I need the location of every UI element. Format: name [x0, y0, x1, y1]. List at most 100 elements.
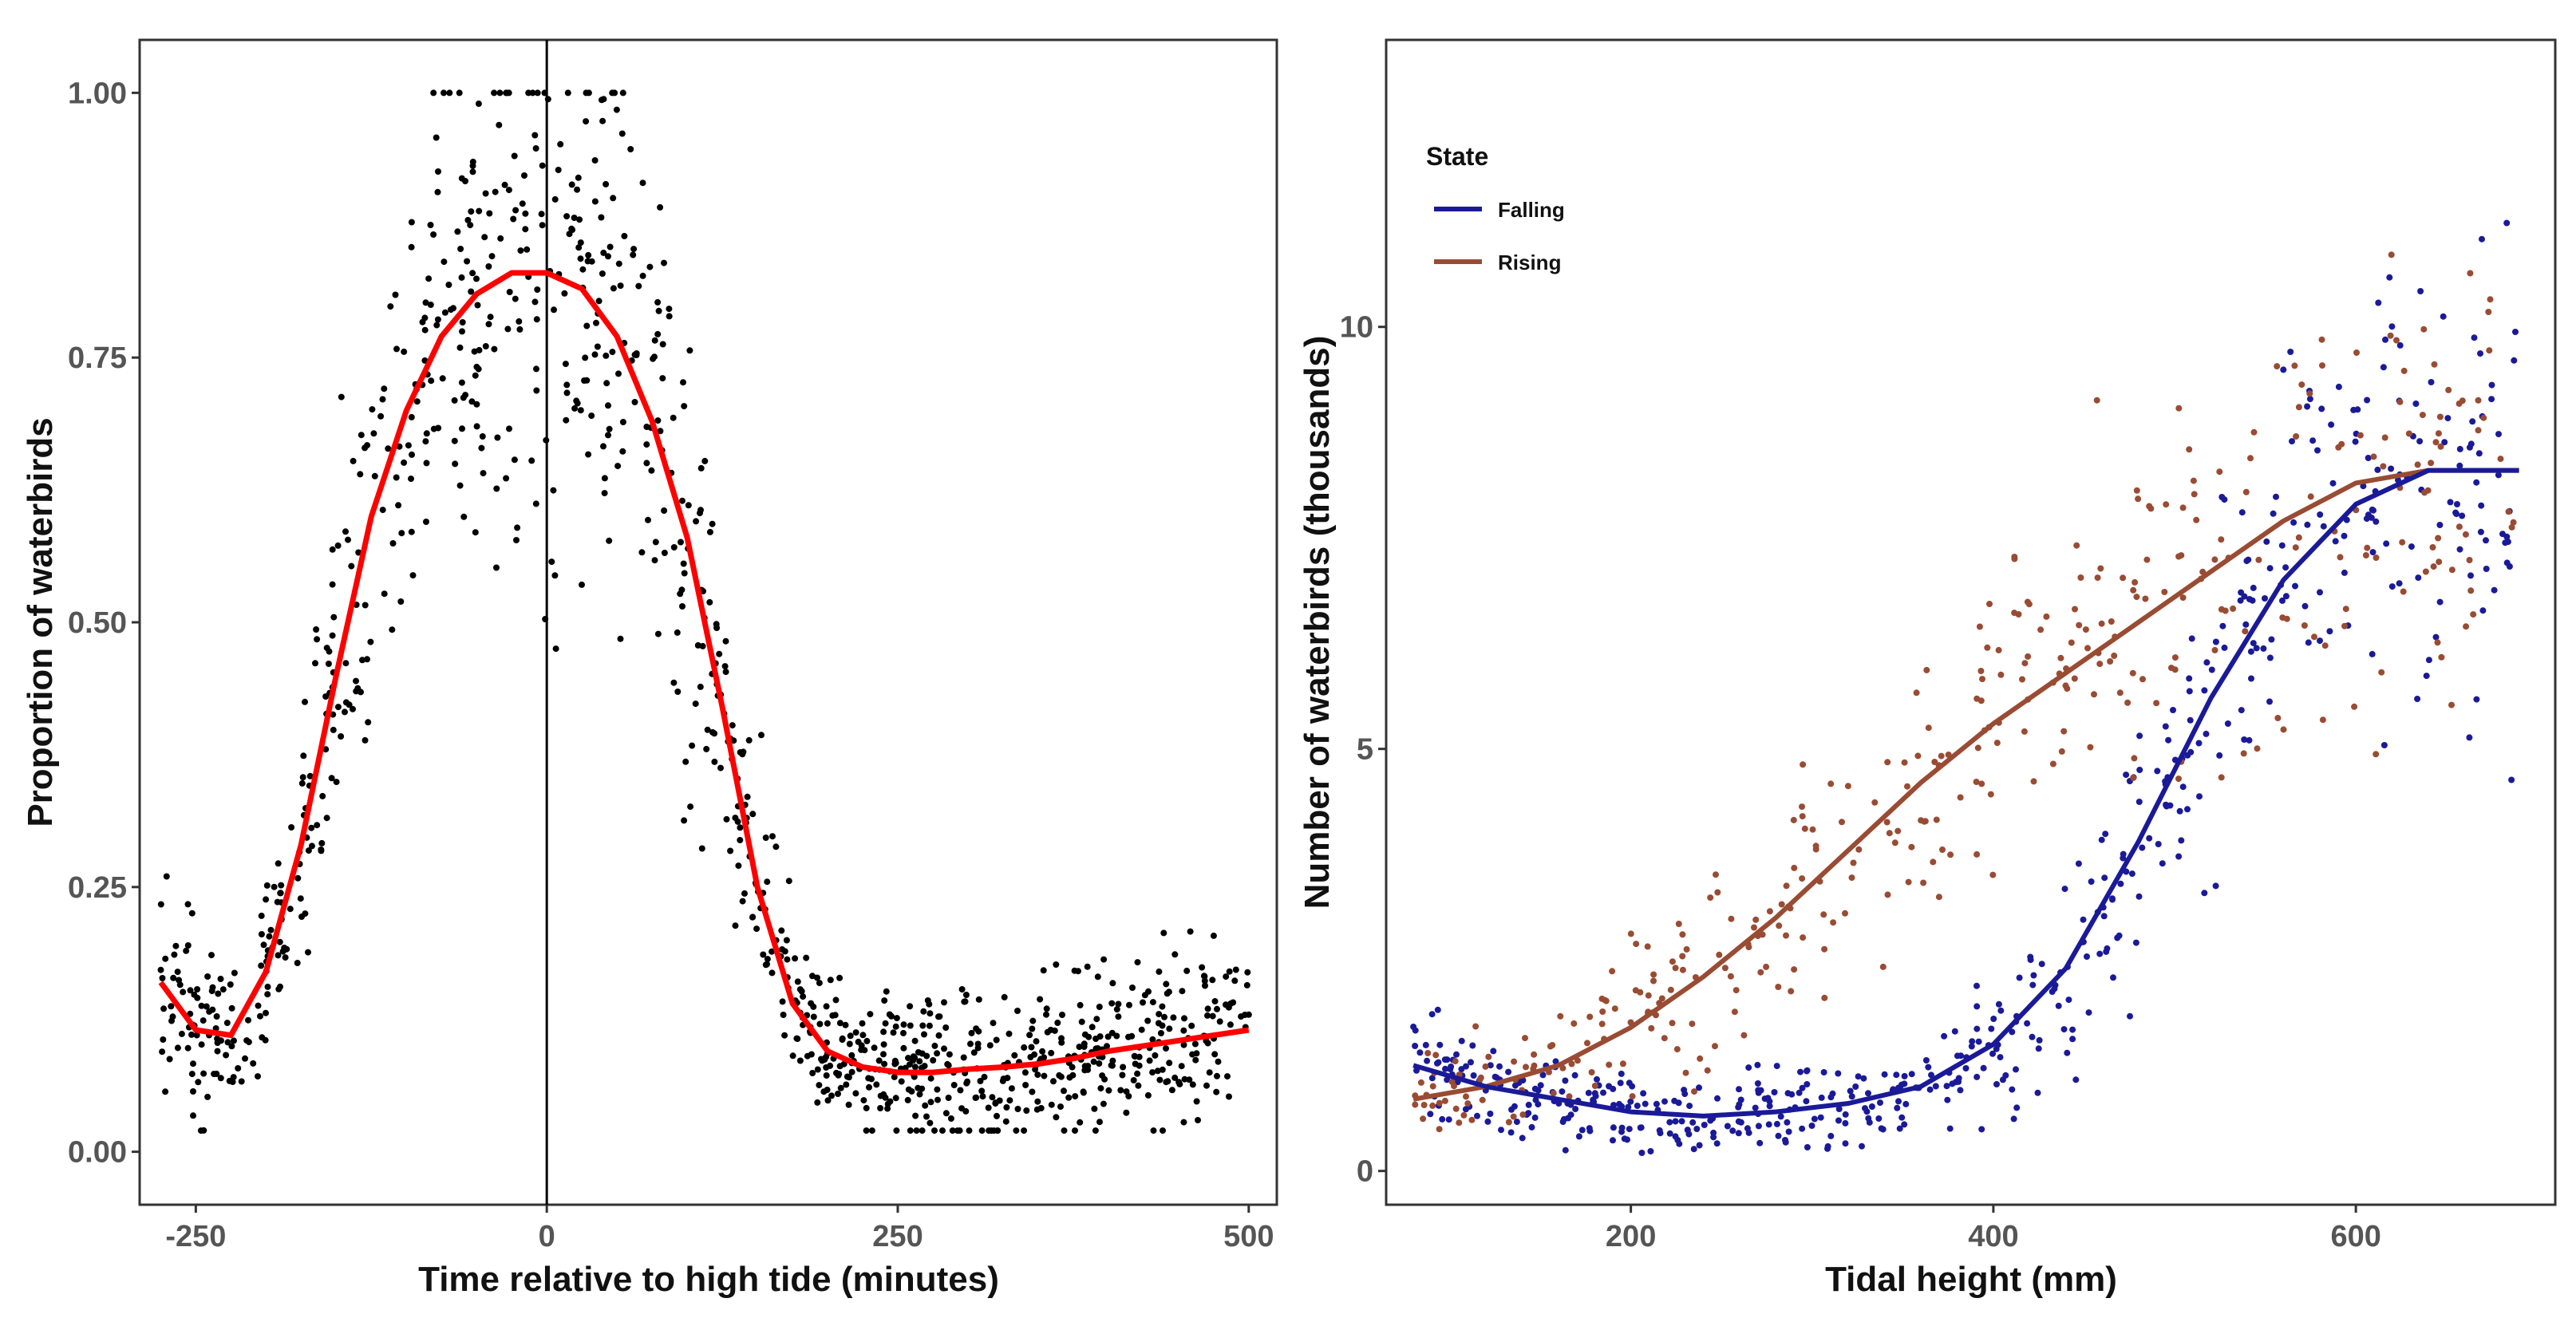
- right-data-point-falling: [2326, 628, 2333, 635]
- left-data-point: [808, 1000, 815, 1007]
- right-data-point-falling: [1932, 1083, 1939, 1090]
- left-data-point: [1096, 1060, 1103, 1067]
- left-data-point: [823, 1072, 830, 1079]
- right-data-point-rising: [1913, 689, 1920, 697]
- left-data-point: [170, 974, 177, 981]
- left-data-point: [1014, 1106, 1021, 1112]
- left-data-point: [1192, 1056, 1199, 1064]
- left-data-point: [423, 430, 430, 437]
- right-data-point-falling: [1693, 1126, 1701, 1132]
- right-data-point-rising: [2342, 606, 2349, 613]
- left-data-point: [1159, 1066, 1166, 1073]
- right-data-point-falling: [2154, 768, 2161, 775]
- left-data-point: [326, 648, 333, 655]
- right-data-point-rising: [2108, 618, 2115, 625]
- left-data-point: [503, 475, 510, 482]
- right-data-point-rising: [2124, 699, 2132, 706]
- left-data-point: [451, 397, 458, 404]
- left-data-point: [793, 1035, 800, 1042]
- right-data-point-falling: [1661, 1098, 1668, 1105]
- right-data-point-falling: [1951, 1028, 1958, 1035]
- right-data-point-rising: [1669, 958, 1676, 965]
- left-data-point: [577, 255, 584, 262]
- left-data-point: [762, 835, 769, 841]
- left-x-tick-label: 250: [872, 1220, 923, 1253]
- left-data-point: [427, 302, 434, 308]
- right-data-point-rising: [1776, 922, 1783, 929]
- left-data-point: [401, 348, 408, 355]
- right-data-point-rising: [2486, 347, 2493, 354]
- right-data-point-falling: [1714, 1095, 1721, 1102]
- left-data-point: [679, 603, 685, 610]
- left-data-point: [571, 215, 578, 221]
- right-data-point-falling: [1617, 1079, 1624, 1087]
- left-data-point: [501, 181, 508, 188]
- right-data-point-falling: [2444, 415, 2452, 422]
- left-data-point: [1061, 1127, 1068, 1135]
- right-data-point-rising: [2306, 390, 2313, 397]
- right-data-point-falling: [2369, 650, 2376, 657]
- right-data-point-rising: [2021, 728, 2028, 735]
- right-data-point-falling: [1519, 1135, 1526, 1142]
- right-data-point-rising: [1477, 1074, 1484, 1081]
- right-data-point-falling: [2268, 636, 2275, 643]
- left-data-point: [298, 779, 306, 787]
- right-data-point-falling: [1827, 1132, 1835, 1139]
- left-data-point: [532, 500, 539, 507]
- right-data-point-rising: [2480, 414, 2487, 421]
- left-data-point: [654, 417, 662, 424]
- left-data-point: [334, 542, 342, 549]
- left-data-point: [474, 302, 481, 309]
- left-data-point: [723, 815, 730, 823]
- right-data-point-rising: [2171, 654, 2179, 661]
- left-data-point: [171, 951, 178, 958]
- left-data-point: [911, 1037, 919, 1044]
- right-data-point-rising: [1989, 871, 1997, 878]
- right-data-point-falling: [1562, 1077, 1569, 1084]
- left-data-point: [1057, 1073, 1065, 1080]
- left-data-point: [193, 1032, 200, 1039]
- right-data-point-falling: [2352, 438, 2359, 445]
- left-data-point: [522, 226, 529, 233]
- right-data-point-falling: [1618, 1124, 1626, 1131]
- left-data-point: [912, 1112, 919, 1119]
- left-data-point: [1227, 1021, 1234, 1028]
- left-data-point: [1105, 1087, 1112, 1094]
- left-data-point: [1099, 1072, 1106, 1079]
- right-data-point-falling: [1690, 1146, 1697, 1153]
- right-data-point-falling: [1525, 1101, 1532, 1108]
- left-data-point: [753, 925, 761, 933]
- right-data-point-falling: [1416, 1049, 1424, 1056]
- right-data-point-rising: [2116, 689, 2124, 697]
- right-data-point-rising: [1799, 803, 1805, 811]
- right-data-point-falling: [2354, 406, 2361, 413]
- right-data-point-rising: [1586, 1013, 1594, 1020]
- left-data-point: [941, 999, 947, 1006]
- right-data-point-falling: [2136, 732, 2143, 740]
- right-data-point-rising: [1658, 995, 1665, 1002]
- left-data-point: [836, 1020, 844, 1027]
- left-data-point: [319, 792, 326, 799]
- right-data-point-rising: [1568, 1060, 1575, 1067]
- left-data-point: [1168, 1087, 1175, 1094]
- left-data-point: [905, 1055, 911, 1062]
- right-data-point-falling: [2178, 837, 2185, 844]
- left-data-point: [277, 890, 284, 897]
- left-data-point: [435, 424, 442, 432]
- left-data-point: [533, 387, 540, 394]
- left-data-point: [900, 1044, 907, 1052]
- left-data-point: [970, 1049, 978, 1056]
- left-data-point: [305, 949, 311, 956]
- right-data-point-rising: [2429, 544, 2436, 551]
- left-data-point: [345, 536, 351, 543]
- right-data-point-rising: [1801, 825, 1808, 832]
- left-data-point: [679, 497, 685, 504]
- left-data-point: [510, 215, 517, 223]
- left-data-point: [435, 168, 441, 175]
- left-data-point: [329, 546, 336, 553]
- left-data-point: [198, 1002, 205, 1009]
- right-data-point-falling: [2184, 752, 2191, 759]
- left-data-point: [308, 843, 315, 850]
- right-data-point-rising: [1800, 934, 1807, 941]
